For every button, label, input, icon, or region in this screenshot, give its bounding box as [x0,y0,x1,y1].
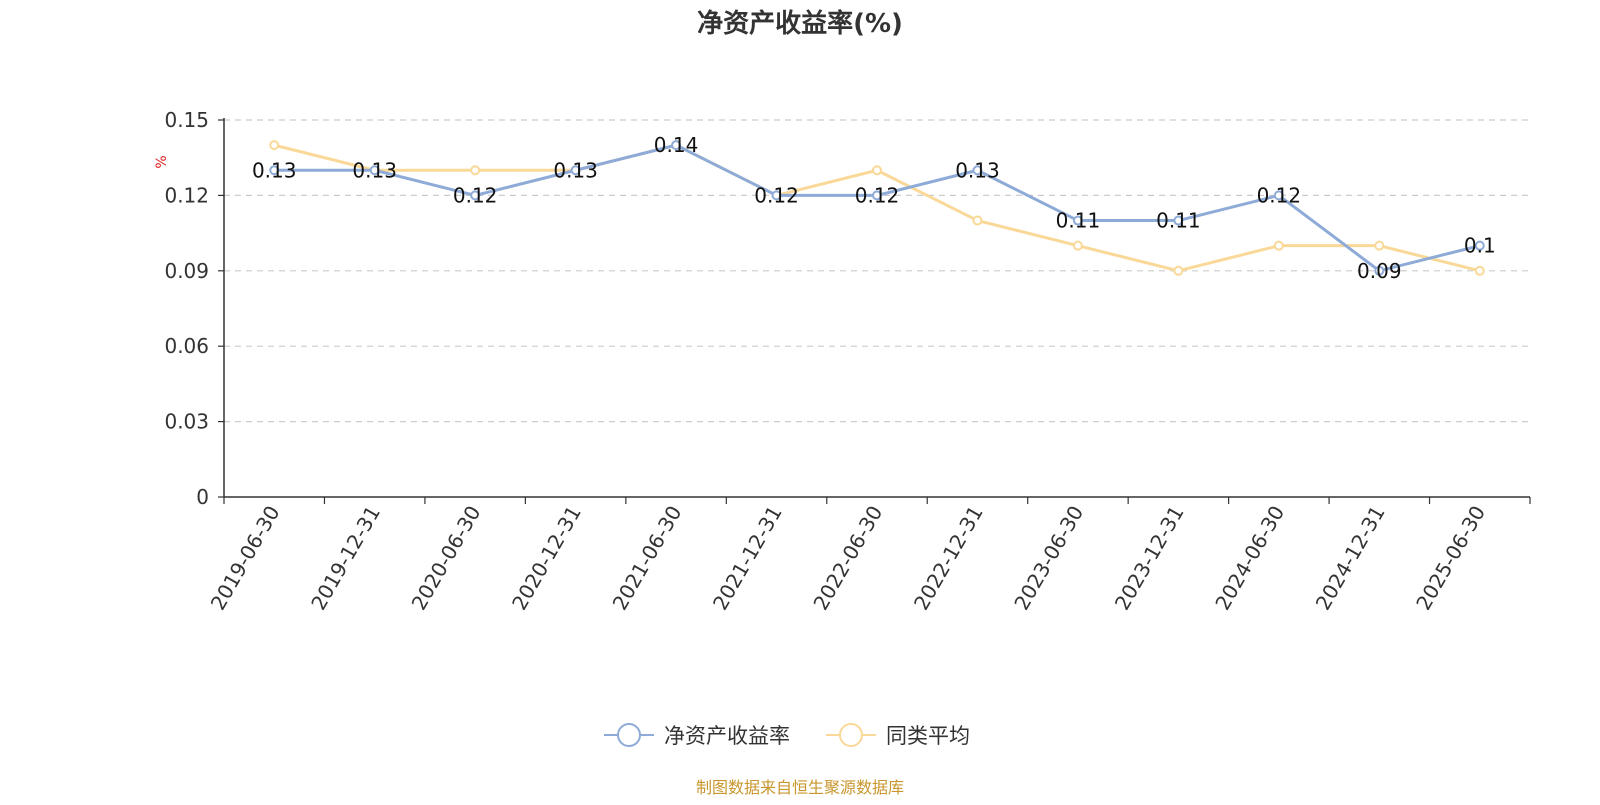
chart-title: 净资产收益率(%) [697,8,903,39]
x-tick-label: 2022-12-31 [909,502,988,615]
series-point-1 [872,165,882,176]
data-label: 0.11 [1156,209,1201,233]
series-point-0 [269,165,280,176]
x-tick-label: 2023-12-31 [1110,502,1189,615]
y-tick-label: 0.03 [164,410,209,434]
x-tick-label: 2024-06-30 [1210,502,1289,615]
data-label: 0.12 [855,183,900,207]
x-tick-label: 2023-06-30 [1009,502,1088,615]
source-note: 制图数据来自恒生聚源数据库 [696,778,904,797]
data-label: 0.14 [654,133,699,157]
legend-item-0[interactable]: 净资产收益率 [604,723,790,748]
series-point-0 [1474,240,1485,251]
legend-label: 净资产收益率 [664,724,790,748]
legend[interactable]: 净资产收益率 同类平均 [604,723,970,748]
series-point-1 [470,165,481,176]
legend-marker-icon [839,723,863,747]
y-tick-label: 0.09 [164,259,209,283]
series-line-0 [274,143,1481,273]
x-tick-label: 2021-06-30 [608,502,687,615]
y-tick-label: 0.06 [164,334,209,358]
legend-item-1[interactable]: 同类平均 [826,723,970,748]
data-label: 0.13 [352,158,397,182]
series-point-1 [972,215,983,226]
series-point-1 [1273,240,1284,251]
y-tick-label: 0.12 [164,183,209,207]
y-axis-unit: % [154,155,170,168]
data-label: 0.11 [1056,209,1101,233]
grid-lines [224,119,1530,423]
series-point-0 [470,190,481,201]
data-label: 0.1 [1464,234,1496,258]
data-label: 0.12 [1257,183,1302,207]
x-tick-label: 2022-06-30 [808,502,887,615]
series-point-1 [1474,265,1485,276]
x-tick-label: 2021-12-31 [708,502,787,615]
x-tick-label: 2025-06-30 [1411,502,1490,615]
axes: 0 0.03 0.06 0.09 0.12 0.15 2019-06-30 2019-12-3… [164,108,1531,615]
data-label: 0.13 [553,158,598,182]
x-tick-label: 2019-06-30 [206,502,285,615]
data-label: 0.13 [252,158,297,182]
series-point-1 [1374,240,1385,251]
data-labels: 0.13 0.13 0.12 0.13 0.14 0.12 0.12 0.13 0.11 0.11… [252,133,1496,283]
data-label: 0.12 [754,183,799,207]
series-point-0 [1374,265,1385,276]
x-tick-label: 2019-12-31 [306,502,385,615]
series-line-1 [273,143,1481,273]
data-label: 0.13 [955,158,1000,182]
series-point-0 [1273,190,1284,201]
series-point-1 [1173,265,1184,276]
x-tick-label: 2020-06-30 [407,501,486,614]
data-label: 0.12 [453,183,498,207]
series-point-0 [872,190,882,201]
legend-label: 同类平均 [886,724,970,748]
legend-marker-icon [617,723,641,747]
series-point-1 [269,140,280,151]
series-point-0 [972,165,983,176]
series-point-1 [1072,240,1083,251]
series-lines [269,140,1485,276]
series-point-0 [369,165,380,176]
y-tick-label: 0 [196,485,209,509]
data-label: 0.09 [1357,259,1402,283]
series-point-0 [671,140,682,151]
series-point-0 [771,190,782,201]
y-tick-label: 0.15 [164,108,209,132]
x-tick-label: 2020-12-31 [507,502,586,615]
series-point-0 [1173,215,1184,226]
series-point-0 [1072,215,1083,226]
series-point-0 [570,165,581,176]
x-tick-label: 2024-12-31 [1311,502,1390,615]
